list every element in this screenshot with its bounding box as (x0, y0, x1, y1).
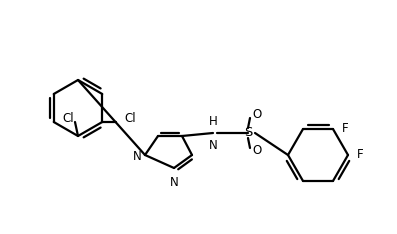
Text: N: N (209, 139, 218, 152)
Text: F: F (342, 121, 349, 135)
Text: Cl: Cl (124, 111, 136, 124)
Text: N: N (133, 150, 142, 162)
Text: S: S (244, 127, 252, 139)
Text: F: F (357, 149, 364, 161)
Text: O: O (252, 109, 262, 121)
Text: H: H (209, 115, 218, 128)
Text: O: O (252, 145, 262, 157)
Text: N: N (170, 176, 178, 189)
Text: Cl: Cl (62, 111, 74, 124)
